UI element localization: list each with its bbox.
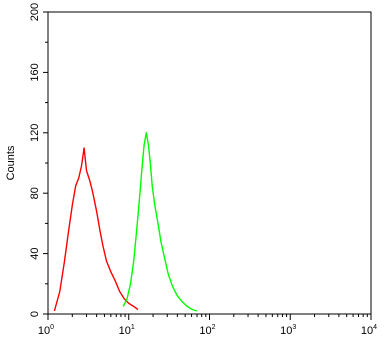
y-axis-ticks: 0 40 80 120 160 200 [29, 3, 48, 317]
y-tick-label: 80 [29, 187, 41, 199]
y-tick-label: 0 [29, 311, 41, 317]
y-tick-label: 120 [29, 124, 41, 142]
y-tick-label: 160 [29, 63, 41, 81]
x-tick-exponent: 2 [212, 324, 216, 331]
y-tick-label: 40 [29, 247, 41, 259]
x-tick-label: 104 [361, 324, 377, 337]
histogram-series-1 [53, 147, 139, 312]
x-tick-exponent: 0 [50, 324, 54, 331]
x-tick-label: 101 [119, 324, 135, 337]
x-tick-exponent: 1 [131, 324, 135, 331]
histogram-series [53, 132, 198, 312]
x-tick-base: 10 [38, 325, 50, 337]
x-tick-label: 102 [199, 324, 215, 337]
y-tick-label: 200 [29, 3, 41, 21]
x-tick-exponent: 3 [292, 324, 296, 331]
x-tick-base: 10 [361, 325, 373, 337]
x-tick-exponent: 4 [373, 324, 377, 331]
x-tick-label: 100 [38, 324, 54, 337]
plot-frame [47, 11, 372, 315]
x-tick-base: 10 [199, 325, 211, 337]
x-axis-ticks: 100 101 102 103 104 [38, 314, 377, 337]
histogram-series-2 [122, 132, 198, 312]
x-tick-base: 10 [280, 325, 292, 337]
x-tick-label: 103 [280, 324, 296, 337]
y-axis-title: Counts [5, 145, 17, 180]
x-tick-base: 10 [119, 325, 131, 337]
